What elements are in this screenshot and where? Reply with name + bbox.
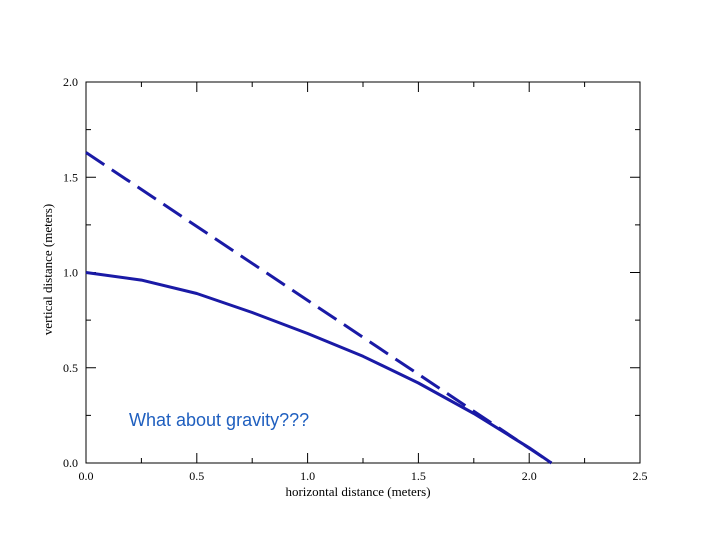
gravity-trajectory-curve: [85, 271, 553, 465]
plot-frame: [85, 81, 641, 464]
x-tick-label: 2.5: [633, 469, 648, 483]
x-tick-label: 1.0: [300, 469, 315, 483]
dashed-trajectory-line: [85, 151, 553, 465]
x-axis-title: horizontal distance (meters): [285, 484, 430, 499]
y-axis-title: vertical distance (meters): [40, 204, 55, 335]
y-tick-label: 1.0: [63, 266, 78, 280]
y-tick-label: 2.0: [63, 75, 78, 89]
x-tick-label: 1.5: [411, 469, 426, 483]
x-tick-label: 2.0: [522, 469, 537, 483]
x-tick-label: 0.0: [79, 469, 94, 483]
y-tick-label: 0.0: [63, 456, 78, 470]
x-tick-label: 0.5: [189, 469, 204, 483]
annotation-text: What about gravity???: [129, 410, 309, 430]
y-tick-label: 0.5: [63, 361, 78, 375]
y-tick-label: 1.5: [63, 170, 78, 184]
